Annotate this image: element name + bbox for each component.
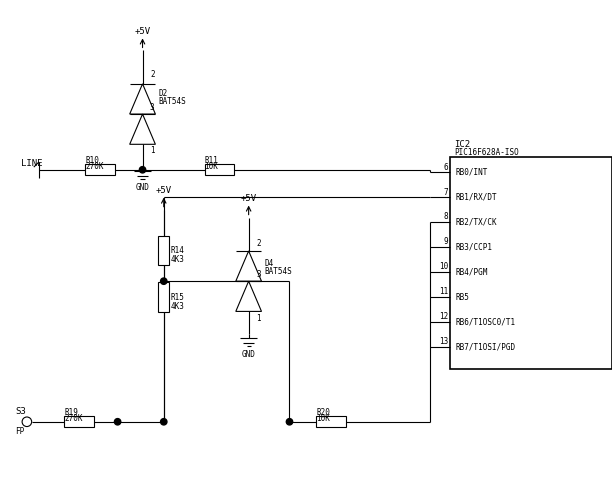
Text: R10: R10: [85, 156, 99, 165]
Text: S3: S3: [15, 407, 26, 416]
Bar: [85, 164, 115, 175]
Text: 13: 13: [439, 337, 448, 346]
Text: RB3/CCP1: RB3/CCP1: [456, 243, 492, 251]
Text: 2: 2: [256, 239, 261, 248]
Circle shape: [161, 419, 167, 425]
Bar: [158, 235, 169, 265]
Text: 4K3: 4K3: [171, 301, 185, 310]
Text: 3: 3: [256, 270, 261, 279]
Text: R11: R11: [204, 156, 219, 165]
Text: +5V: +5V: [156, 186, 172, 196]
Bar: [204, 164, 235, 175]
Bar: [316, 416, 346, 427]
Text: 1: 1: [256, 313, 261, 323]
Text: 4K3: 4K3: [171, 255, 185, 264]
Text: 270K: 270K: [64, 414, 82, 422]
Text: 10K: 10K: [204, 162, 219, 170]
Text: GND: GND: [242, 350, 255, 359]
Text: +5V: +5V: [134, 27, 150, 36]
Text: 6: 6: [443, 163, 448, 172]
Circle shape: [286, 419, 293, 425]
Circle shape: [114, 419, 121, 425]
Text: PIC16F628A-ISO: PIC16F628A-ISO: [454, 148, 519, 157]
Bar: [158, 282, 169, 312]
Text: RB2/TX/CK: RB2/TX/CK: [456, 218, 497, 227]
Text: RB6/T1OSC0/T1: RB6/T1OSC0/T1: [456, 318, 516, 327]
Text: LINE: LINE: [20, 159, 42, 168]
Text: 10K: 10K: [316, 414, 330, 422]
Text: IC2: IC2: [454, 140, 470, 149]
Text: BAT54S: BAT54S: [265, 267, 292, 276]
Bar: [64, 416, 94, 427]
Text: RB0/INT: RB0/INT: [456, 168, 488, 177]
Text: 3: 3: [150, 103, 155, 112]
Text: FP: FP: [15, 427, 25, 436]
Text: RB7/T1OSI/PGD: RB7/T1OSI/PGD: [456, 342, 516, 351]
Text: RB5: RB5: [456, 293, 470, 301]
Text: R20: R20: [316, 408, 330, 417]
Text: 12: 12: [439, 312, 448, 321]
Text: R19: R19: [64, 408, 78, 417]
Text: D4: D4: [265, 259, 274, 268]
Text: BAT54S: BAT54S: [158, 97, 186, 106]
Text: GND: GND: [136, 183, 149, 192]
Text: RB4/PGM: RB4/PGM: [456, 268, 488, 277]
Text: 2: 2: [150, 70, 155, 79]
Circle shape: [139, 167, 146, 173]
Text: D2: D2: [158, 89, 168, 98]
Text: R15: R15: [171, 293, 185, 301]
Text: 8: 8: [443, 213, 448, 221]
Bar: [450, 157, 612, 369]
Text: R14: R14: [171, 246, 185, 255]
Text: 11: 11: [439, 287, 448, 296]
Text: 10: 10: [439, 263, 448, 271]
Text: 270K: 270K: [85, 162, 104, 170]
Text: RB1/RX/DT: RB1/RX/DT: [456, 193, 497, 202]
Text: +5V: +5V: [241, 195, 257, 204]
Text: 7: 7: [443, 187, 448, 197]
Circle shape: [161, 278, 167, 284]
Text: 9: 9: [443, 237, 448, 246]
Text: 1: 1: [150, 147, 155, 155]
